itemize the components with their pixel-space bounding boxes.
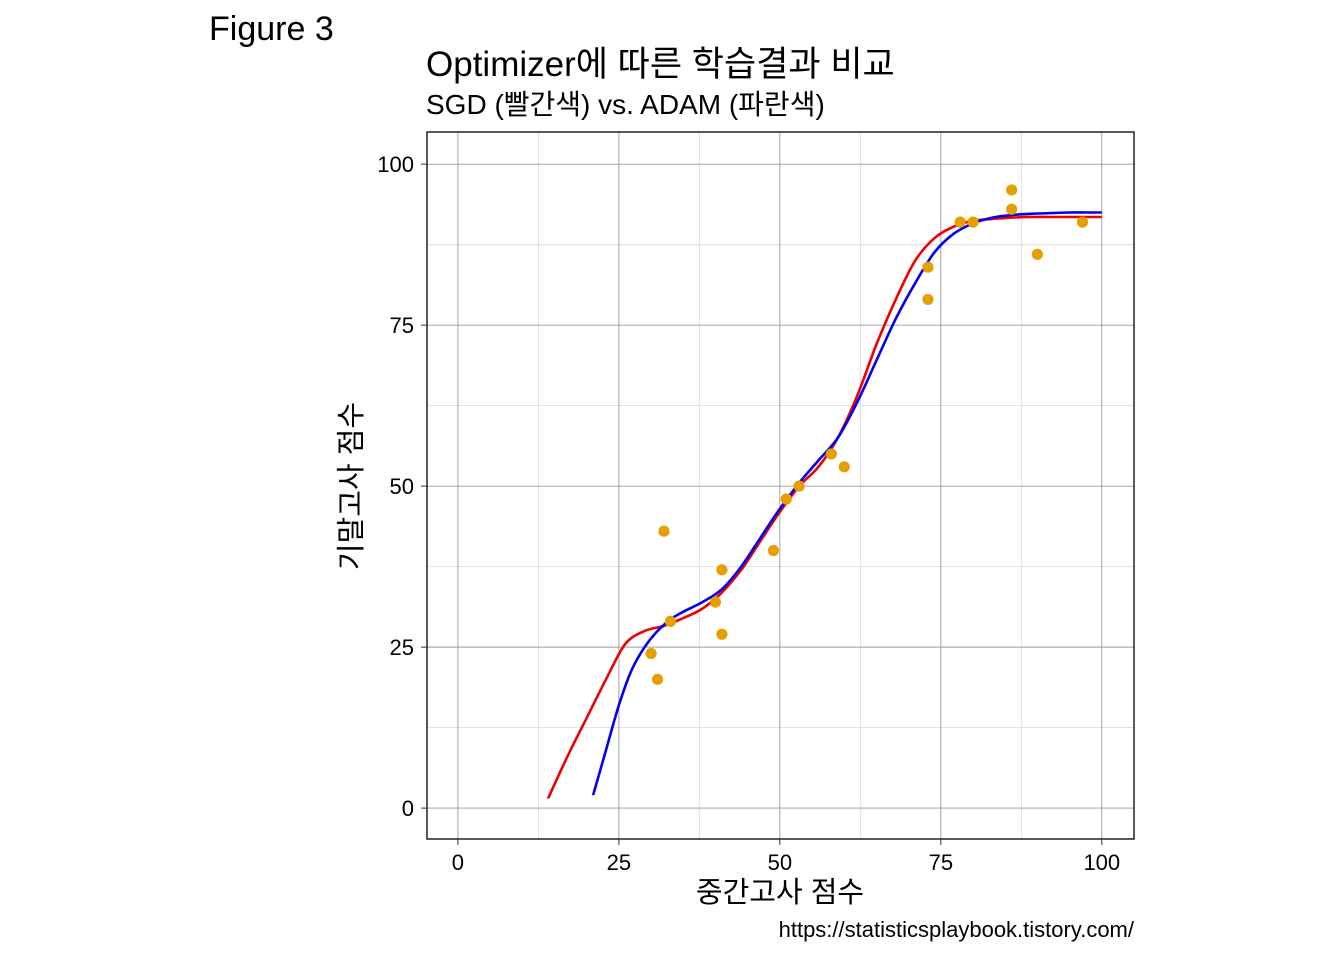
data-point [1076,216,1089,228]
data-point [1006,203,1018,215]
data-point [780,493,792,505]
x-tick-label: 25 [607,850,631,875]
adam-fit-line [591,211,1102,796]
y-axis-title: 기말고사 점수 [336,402,368,570]
data-point [645,647,657,660]
x-axis-ticks: 0 25 50 75 100 [452,839,1120,875]
y-tick-label: 75 [390,313,414,338]
sgd-fit-line [546,215,1102,799]
data-point [793,480,805,492]
x-axis-title: 중간고사 점수 [696,877,864,909]
grid-lines [427,132,1134,839]
data-points [645,184,1089,685]
data-point [922,261,934,273]
data-point [1031,248,1044,260]
data-point [716,564,728,576]
data-point [967,216,979,228]
data-point [767,544,780,557]
data-point [716,628,728,640]
y-tick-label: 100 [377,152,414,177]
plot-frame [426,131,1135,840]
data-point [954,216,966,228]
x-tick-label: 100 [1083,850,1120,875]
data-point [709,596,722,608]
x-tick-label: 75 [929,850,953,875]
y-tick-label: 0 [402,796,414,821]
data-point [658,525,670,537]
figure-label: Figure 3 [209,10,334,48]
data-point [1006,184,1018,196]
data-point [651,673,664,685]
data-point [664,615,676,627]
x-tick-label: 50 [768,850,792,875]
chart-title: Optimizer에 따른 학습결과 비교 [426,45,895,84]
data-point [922,293,934,306]
y-tick-label: 25 [390,635,414,660]
x-tick-label: 0 [452,850,464,875]
y-axis-ticks: 0 25 50 75 100 [377,152,427,821]
data-point [825,448,837,460]
data-point [838,461,850,473]
fit-lines [546,211,1102,799]
source-caption: https://statisticsplaybook.tistory.com/ [778,917,1134,942]
chart-subtitle: SGD (빨간색) vs. ADAM (파란색) [426,89,825,120]
y-tick-label: 50 [390,474,414,499]
